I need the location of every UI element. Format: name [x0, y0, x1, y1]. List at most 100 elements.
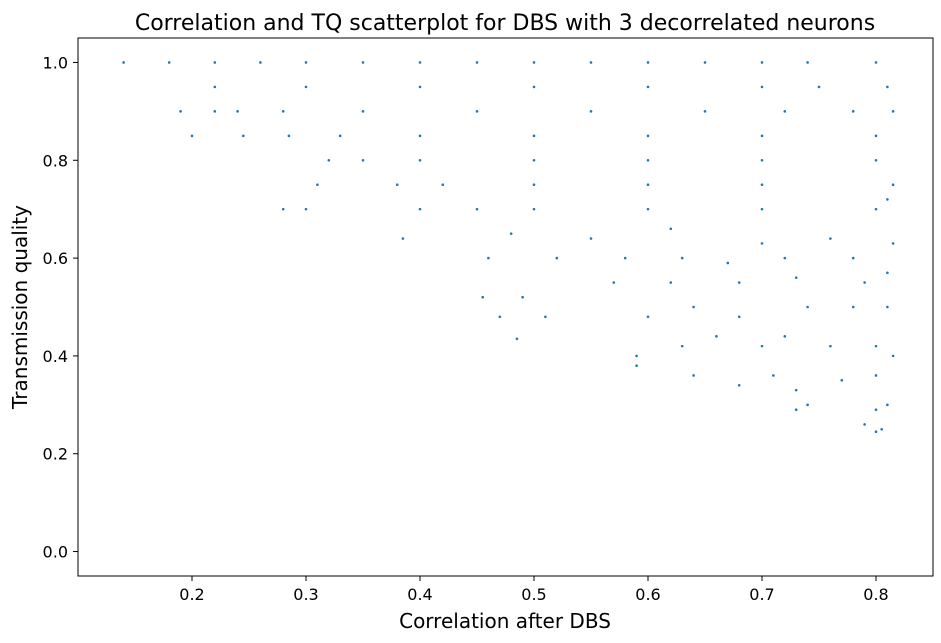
data-point [122, 61, 125, 64]
data-point [441, 183, 445, 187]
data-point [623, 256, 627, 260]
data-point [783, 256, 787, 260]
data-point [851, 110, 855, 113]
y-tick-label: 0.8 [43, 151, 68, 170]
data-point [179, 110, 182, 113]
data-points [122, 61, 895, 434]
data-point [646, 315, 650, 319]
data-point [874, 408, 878, 412]
data-point [715, 335, 718, 338]
data-point [886, 305, 889, 309]
data-point [840, 379, 844, 382]
data-point [532, 183, 536, 187]
data-point [692, 305, 695, 309]
data-point [304, 207, 308, 211]
data-point [532, 134, 536, 138]
data-point [418, 85, 422, 89]
x-tick-label: 0.5 [521, 585, 546, 604]
data-point [794, 276, 798, 279]
y-tick-label: 0.2 [43, 445, 68, 464]
data-point [498, 315, 502, 319]
data-point [891, 183, 895, 187]
data-point [589, 61, 593, 64]
data-point [646, 61, 650, 64]
x-tick-label: 0.7 [749, 585, 774, 604]
y-axis-label: Transmission quality [8, 205, 32, 410]
data-point [891, 110, 895, 113]
plot-frame [77, 37, 934, 577]
data-point [794, 408, 798, 412]
data-point [737, 383, 741, 387]
y-axis-ticks: 0.0 0.2 0.4 0.6 0.8 1.0 [43, 53, 78, 562]
data-point [475, 207, 479, 211]
data-point [401, 237, 405, 240]
data-point [418, 61, 422, 64]
data-point [316, 183, 319, 187]
data-point [737, 281, 741, 284]
data-point [242, 134, 245, 138]
x-axis-ticks: 0.2 0.3 0.4 0.5 0.6 0.7 0.8 [179, 576, 889, 604]
data-point [760, 207, 764, 211]
data-point [544, 315, 547, 319]
data-point [475, 61, 479, 64]
data-point [521, 295, 524, 299]
x-tick-label: 0.3 [293, 585, 318, 604]
data-point [213, 85, 217, 89]
data-point [680, 256, 684, 260]
data-point [874, 158, 878, 162]
data-point [236, 110, 239, 113]
data-point [692, 374, 695, 377]
data-point [304, 85, 308, 89]
data-point [737, 315, 741, 319]
data-point [817, 85, 821, 89]
chart-title: Correlation and TQ scatterplot for DBS w… [135, 11, 875, 36]
data-point [589, 110, 593, 113]
x-axis-label: Correlation after DBS [399, 609, 611, 633]
x-tick-label: 0.2 [179, 585, 204, 604]
data-point [287, 134, 291, 138]
data-point [555, 256, 559, 260]
data-point [886, 403, 889, 407]
data-point [703, 110, 707, 113]
data-point [532, 158, 536, 162]
data-point [304, 61, 308, 64]
data-point [874, 374, 878, 377]
data-point [475, 110, 479, 113]
data-point [259, 61, 262, 64]
data-point [327, 158, 331, 162]
data-point [418, 158, 422, 162]
data-point [874, 207, 878, 211]
y-tick-label: 1.0 [43, 53, 68, 72]
data-point [361, 61, 365, 64]
data-point [891, 242, 895, 245]
x-tick-label: 0.6 [635, 585, 660, 604]
data-point [760, 242, 764, 245]
data-point [487, 256, 490, 260]
data-point [829, 237, 832, 240]
data-point [772, 374, 775, 377]
data-point [669, 281, 673, 284]
data-point [874, 134, 878, 138]
data-point [646, 85, 650, 89]
data-point [532, 85, 536, 89]
data-point [635, 364, 638, 367]
y-tick-label: 0.4 [43, 347, 68, 366]
data-point [646, 207, 650, 211]
data-point [213, 110, 217, 113]
data-point [726, 261, 730, 265]
data-point [532, 61, 536, 64]
x-tick-label: 0.4 [407, 585, 432, 604]
data-point [361, 158, 365, 162]
data-point [361, 110, 365, 113]
data-point [515, 337, 519, 341]
data-point [783, 110, 787, 113]
data-point [418, 207, 422, 211]
x-tick-label: 0.8 [863, 585, 888, 604]
data-point [806, 305, 809, 309]
data-point [863, 281, 866, 284]
data-point [509, 232, 513, 235]
data-point [635, 354, 638, 358]
data-point [646, 134, 650, 138]
data-point [886, 271, 889, 275]
